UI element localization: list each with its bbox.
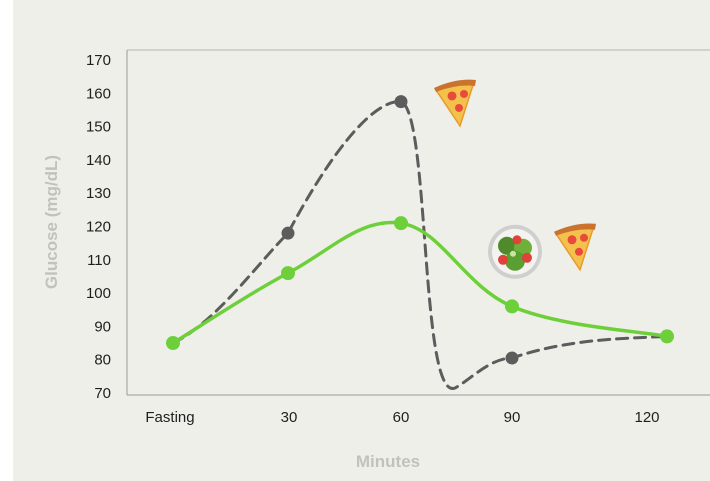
x-tick-label: 60 bbox=[393, 409, 410, 426]
solid-series-point bbox=[166, 336, 180, 351]
y-tick-label: 120 bbox=[86, 219, 111, 236]
solid-series-line bbox=[171, 220, 669, 345]
x-tick-label: 30 bbox=[281, 409, 298, 426]
y-tick-label: 130 bbox=[86, 185, 111, 202]
y-tick-label: 90 bbox=[94, 318, 111, 335]
y-tick-label: 160 bbox=[86, 85, 111, 102]
y-tick-label: 140 bbox=[86, 152, 111, 169]
pizza-icon bbox=[554, 223, 596, 272]
pizza-icon bbox=[434, 79, 476, 128]
x-tick-label: 90 bbox=[504, 409, 521, 426]
x-tick-label: 120 bbox=[634, 409, 659, 426]
y-tick-label: 110 bbox=[87, 252, 111, 269]
dashed-series-point bbox=[281, 226, 295, 240]
y-tick-label: 70 bbox=[94, 385, 111, 402]
y-tick-label: 100 bbox=[86, 285, 111, 302]
y-tick-label: 150 bbox=[86, 119, 111, 136]
dashed-series-line bbox=[171, 100, 669, 390]
chart-panel bbox=[13, 0, 710, 481]
x-axis-title: Minutes bbox=[356, 452, 420, 471]
y-tick-label: 80 bbox=[94, 352, 111, 369]
y-axis-title: Glucose (mg/dL) bbox=[42, 155, 61, 289]
dashed-series-point bbox=[394, 95, 408, 109]
salad-icon bbox=[488, 224, 542, 279]
x-tick-label: Fasting bbox=[145, 409, 194, 426]
dashed-series-point bbox=[505, 351, 519, 365]
solid-series-point bbox=[281, 266, 295, 281]
solid-series-point bbox=[660, 329, 674, 344]
solid-series-point bbox=[394, 216, 408, 231]
y-tick-label: 170 bbox=[86, 52, 111, 69]
solid-series-point bbox=[505, 299, 519, 314]
